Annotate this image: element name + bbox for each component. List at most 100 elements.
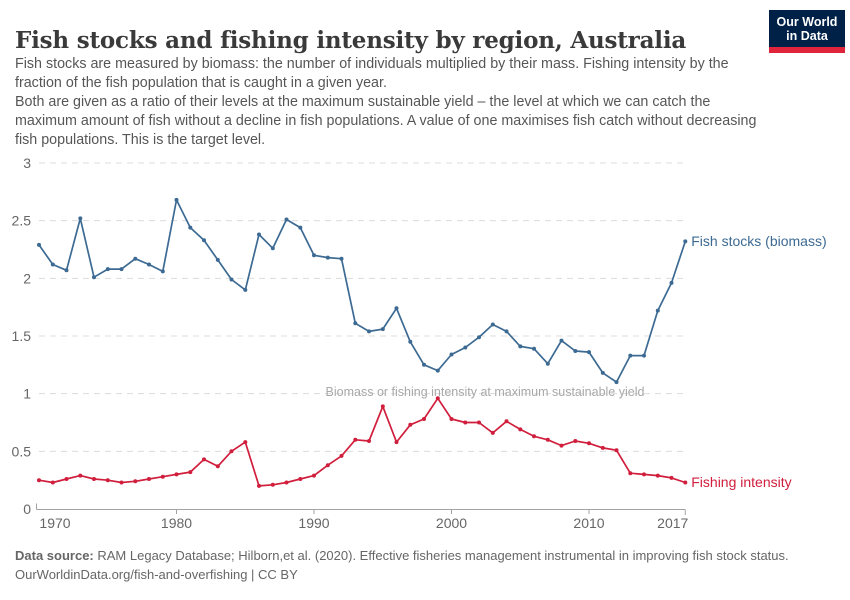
series-marker — [504, 419, 509, 424]
series-marker — [463, 420, 468, 425]
series-marker — [642, 472, 646, 477]
y-tick-label: 2 — [23, 270, 31, 286]
series-marker — [133, 479, 138, 484]
series-marker — [559, 338, 564, 343]
series-marker — [119, 480, 124, 485]
series-marker — [50, 262, 55, 267]
series-marker — [119, 267, 124, 272]
series-marker — [367, 329, 371, 334]
series-marker — [353, 321, 358, 326]
footer-license-line: OurWorldinData.org/fish-and-overfishing … — [15, 567, 298, 582]
series-marker — [64, 268, 69, 273]
owid-logo-red-bar — [769, 47, 845, 53]
series-marker — [435, 396, 440, 401]
series-line — [38, 199, 687, 383]
series-marker — [229, 277, 234, 282]
x-tick-label: 2000 — [436, 515, 467, 531]
series-marker — [545, 361, 550, 366]
series-marker — [215, 257, 220, 262]
y-tick-label: 1.5 — [12, 328, 32, 344]
series-marker — [78, 473, 83, 478]
x-tick-label: 1980 — [161, 515, 192, 531]
series-marker — [64, 477, 69, 481]
subtitle-paragraph-1: Fish stocks are measured by biomass: the… — [15, 56, 729, 91]
series-marker — [490, 430, 495, 435]
series-marker — [37, 478, 41, 483]
series-marker — [353, 437, 358, 442]
series-marker — [105, 267, 110, 272]
series-marker — [683, 480, 688, 485]
x-tick-label: 1990 — [298, 515, 329, 531]
y-tick-label: 3 — [23, 155, 31, 171]
series-marker — [463, 345, 468, 350]
series-marker — [243, 287, 248, 292]
series-marker — [394, 306, 399, 311]
page-title: Fish stocks and fishing intensity by reg… — [15, 27, 687, 55]
series-marker — [573, 439, 578, 443]
series-marker — [477, 335, 481, 340]
series-marker — [600, 445, 605, 450]
series-label: Fishing intensity — [691, 474, 791, 490]
series-marker — [449, 417, 454, 421]
series-marker — [147, 477, 151, 481]
page-footer: Data source: RAM Legacy Database; Hilbor… — [15, 546, 835, 584]
series-marker — [147, 262, 151, 267]
series-marker — [160, 474, 165, 479]
series-marker — [422, 417, 426, 421]
series-marker — [642, 353, 646, 358]
y-tick-label: 0 — [23, 501, 31, 517]
series-marker — [339, 453, 344, 458]
series-marker — [587, 350, 591, 355]
series-marker — [92, 275, 96, 280]
series-marker — [78, 216, 83, 221]
series-marker — [202, 238, 206, 243]
series-marker — [477, 420, 481, 425]
series-marker — [243, 440, 248, 445]
footer-source-line: Data source: RAM Legacy Database; Hilbor… — [15, 546, 835, 565]
series-marker — [50, 480, 55, 485]
series-marker — [257, 232, 261, 237]
chart-annotation: Biomass or fishing intensity at maximum … — [326, 385, 645, 399]
series-marker — [532, 346, 536, 351]
footer-source-text: RAM Legacy Database; Hilborn,et al. (202… — [97, 548, 789, 563]
series-marker — [545, 437, 550, 442]
x-tick-label: 2017 — [657, 515, 688, 531]
series-marker — [683, 239, 688, 244]
y-tick-label: 0.5 — [12, 443, 32, 459]
series-marker — [518, 427, 523, 432]
owid-logo-text: Our World in Data — [769, 10, 845, 47]
series-marker — [655, 308, 660, 313]
series-marker — [490, 322, 495, 327]
series-marker — [312, 473, 316, 478]
series-marker — [325, 255, 330, 260]
series-marker — [669, 475, 674, 480]
y-tick-label: 2.5 — [12, 213, 32, 229]
series-marker — [133, 256, 138, 261]
series-marker — [229, 449, 234, 454]
series-marker — [380, 327, 385, 332]
series-marker — [628, 353, 633, 358]
series-marker — [298, 225, 303, 230]
series-marker — [284, 480, 289, 485]
owid-logo: Our World in Data — [769, 10, 845, 53]
footer-source-label: Data source: — [15, 548, 94, 563]
series-marker — [270, 482, 275, 487]
series-marker — [339, 256, 344, 261]
series-marker — [367, 439, 371, 443]
series-marker — [284, 217, 289, 222]
series-marker — [380, 404, 385, 409]
series-marker — [655, 473, 660, 478]
series-marker — [188, 225, 193, 230]
page-subtitle: Fish stocks are measured by biomass: the… — [15, 55, 760, 150]
series-marker — [408, 339, 413, 344]
series-marker — [215, 464, 220, 469]
series-marker — [188, 470, 193, 475]
series-marker — [257, 483, 261, 488]
y-tick-label: 1 — [23, 386, 31, 402]
series-marker — [174, 197, 179, 202]
series-marker — [614, 380, 619, 385]
series-marker — [298, 477, 303, 481]
series-marker — [394, 440, 399, 445]
series-marker — [518, 344, 523, 349]
